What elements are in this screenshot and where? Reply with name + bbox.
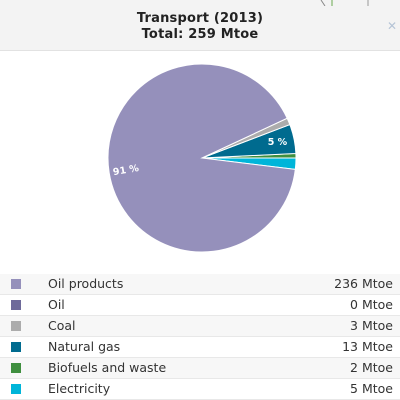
legend-value: 3 Mtoe [350, 318, 393, 333]
legend-value: 13 Mtoe [342, 339, 393, 354]
slice-pct-label: 5 % [268, 137, 288, 148]
legend-swatch [11, 342, 21, 352]
legend-swatch [11, 300, 21, 310]
legend-row[interactable]: Oil products 236 Mtoe [0, 274, 400, 295]
legend-label: Oil products [48, 276, 124, 291]
legend-row[interactable]: Natural gas 13 Mtoe [0, 337, 400, 358]
chart-header: Transport (2013) Total: 259 Mtoe ✕ [0, 0, 400, 51]
legend-label: Natural gas [48, 339, 121, 354]
pie-slice-oil-products[interactable] [107, 63, 296, 253]
legend-swatch [11, 363, 21, 373]
chart-title: Transport (2013) [136, 11, 264, 26]
close-icon[interactable]: ✕ [386, 19, 398, 33]
pie-chart: 5 % 91 % [107, 63, 297, 253]
legend-label: Coal [48, 318, 76, 333]
legend-swatch [11, 384, 21, 394]
legend-label: Oil [48, 297, 65, 312]
legend-label: Biofuels and waste [48, 360, 167, 375]
legend-value: 236 Mtoe [334, 276, 393, 291]
slice-pct-label: 91 % [112, 163, 140, 178]
legend-value: 5 Mtoe [350, 381, 393, 396]
legend-label: Electricity [48, 381, 111, 396]
legend-swatch [11, 279, 21, 289]
top-edge-decoration [320, 0, 369, 6]
legend-row[interactable]: Coal 3 Mtoe [0, 316, 400, 337]
legend-swatch [11, 321, 21, 331]
legend-row[interactable]: Electricity 5 Mtoe [0, 379, 400, 400]
legend-value: 2 Mtoe [350, 360, 393, 375]
legend-row[interactable]: Oil 0 Mtoe [0, 295, 400, 316]
chart-subtitle: Total: 259 Mtoe [141, 27, 259, 42]
legend: Oil products 236 Mtoe Oil 0 Mtoe Coal 3 Mtoe N… [0, 274, 400, 400]
legend-value: 0 Mtoe [350, 297, 393, 312]
legend-row[interactable]: Biofuels and waste 2 Mtoe [0, 358, 400, 379]
